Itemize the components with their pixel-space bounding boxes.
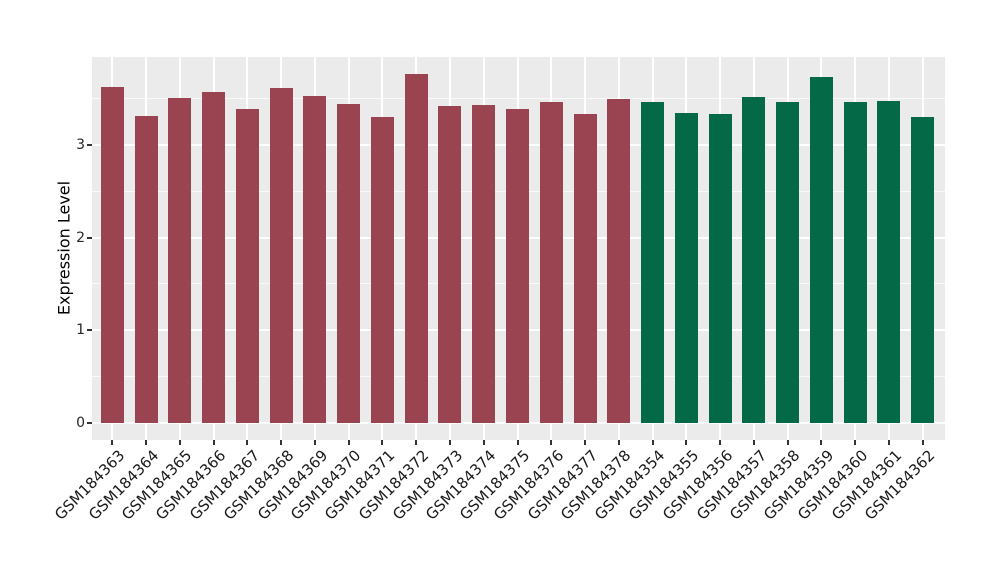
y-tick-mark — [87, 329, 92, 332]
x-tick-mark — [111, 440, 114, 445]
x-tick-mark — [145, 440, 148, 445]
plot-panel — [92, 57, 945, 440]
x-tick-mark — [280, 440, 283, 445]
y-tick-mark — [87, 236, 92, 239]
x-tick-mark — [921, 440, 924, 445]
x-tick-mark — [584, 440, 587, 445]
bar-GSM184362 — [911, 117, 935, 423]
bar-GSM184356 — [708, 114, 732, 423]
x-tick-mark — [719, 440, 722, 445]
bar-GSM184370 — [337, 104, 361, 423]
x-tick-mark — [381, 440, 384, 445]
minor-gridline — [92, 98, 945, 100]
x-tick-mark — [752, 440, 755, 445]
y-tick-label: 2 — [76, 229, 85, 246]
y-axis-title: Expression Level — [54, 180, 74, 316]
bar-GSM184366 — [202, 92, 226, 423]
bar-GSM184361 — [877, 101, 901, 423]
bar-GSM184363 — [100, 87, 124, 423]
bar-GSM184378 — [607, 99, 631, 423]
bar-GSM184367 — [235, 108, 259, 423]
x-tick-mark — [415, 440, 418, 445]
bar-GSM184374 — [472, 105, 496, 423]
bar-GSM184368 — [269, 88, 293, 423]
bar-GSM184373 — [438, 105, 462, 423]
bar-GSM184371 — [370, 117, 394, 423]
bar-GSM184372 — [404, 73, 428, 423]
x-tick-mark — [347, 440, 350, 445]
y-tick-label: 3 — [76, 136, 85, 153]
y-tick-label: 0 — [76, 415, 85, 431]
x-tick-mark — [617, 440, 620, 445]
y-tick-mark — [87, 422, 92, 424]
bar-GSM184360 — [843, 102, 867, 423]
x-tick-mark — [448, 440, 451, 445]
x-tick-mark — [887, 440, 890, 445]
x-tick-mark — [786, 440, 789, 445]
bar-GSM184358 — [776, 102, 800, 423]
bar-GSM184355 — [674, 113, 698, 423]
bar-GSM184359 — [809, 77, 833, 423]
x-tick-mark — [178, 440, 181, 445]
bar-GSM184375 — [506, 108, 529, 423]
y-tick-mark — [87, 143, 92, 146]
x-tick-mark — [516, 440, 519, 445]
x-tick-mark — [246, 440, 249, 445]
x-tick-mark — [854, 440, 857, 445]
bar-GSM184377 — [573, 114, 597, 423]
bar-GSM184369 — [303, 95, 327, 423]
bar-GSM184354 — [641, 102, 665, 423]
x-tick-mark — [651, 440, 654, 445]
x-tick-mark — [313, 440, 316, 445]
bar-GSM184357 — [742, 96, 766, 423]
y-tick-label: 1 — [76, 322, 85, 339]
x-tick-mark — [550, 440, 553, 445]
major-gridline — [92, 422, 945, 424]
x-tick-mark — [685, 440, 688, 445]
bar-GSM184365 — [168, 97, 192, 423]
bar-GSM184364 — [134, 116, 158, 423]
x-tick-mark — [820, 440, 823, 445]
x-tick-mark — [482, 440, 485, 445]
bar-GSM184376 — [539, 102, 563, 423]
x-tick-mark — [212, 440, 215, 445]
